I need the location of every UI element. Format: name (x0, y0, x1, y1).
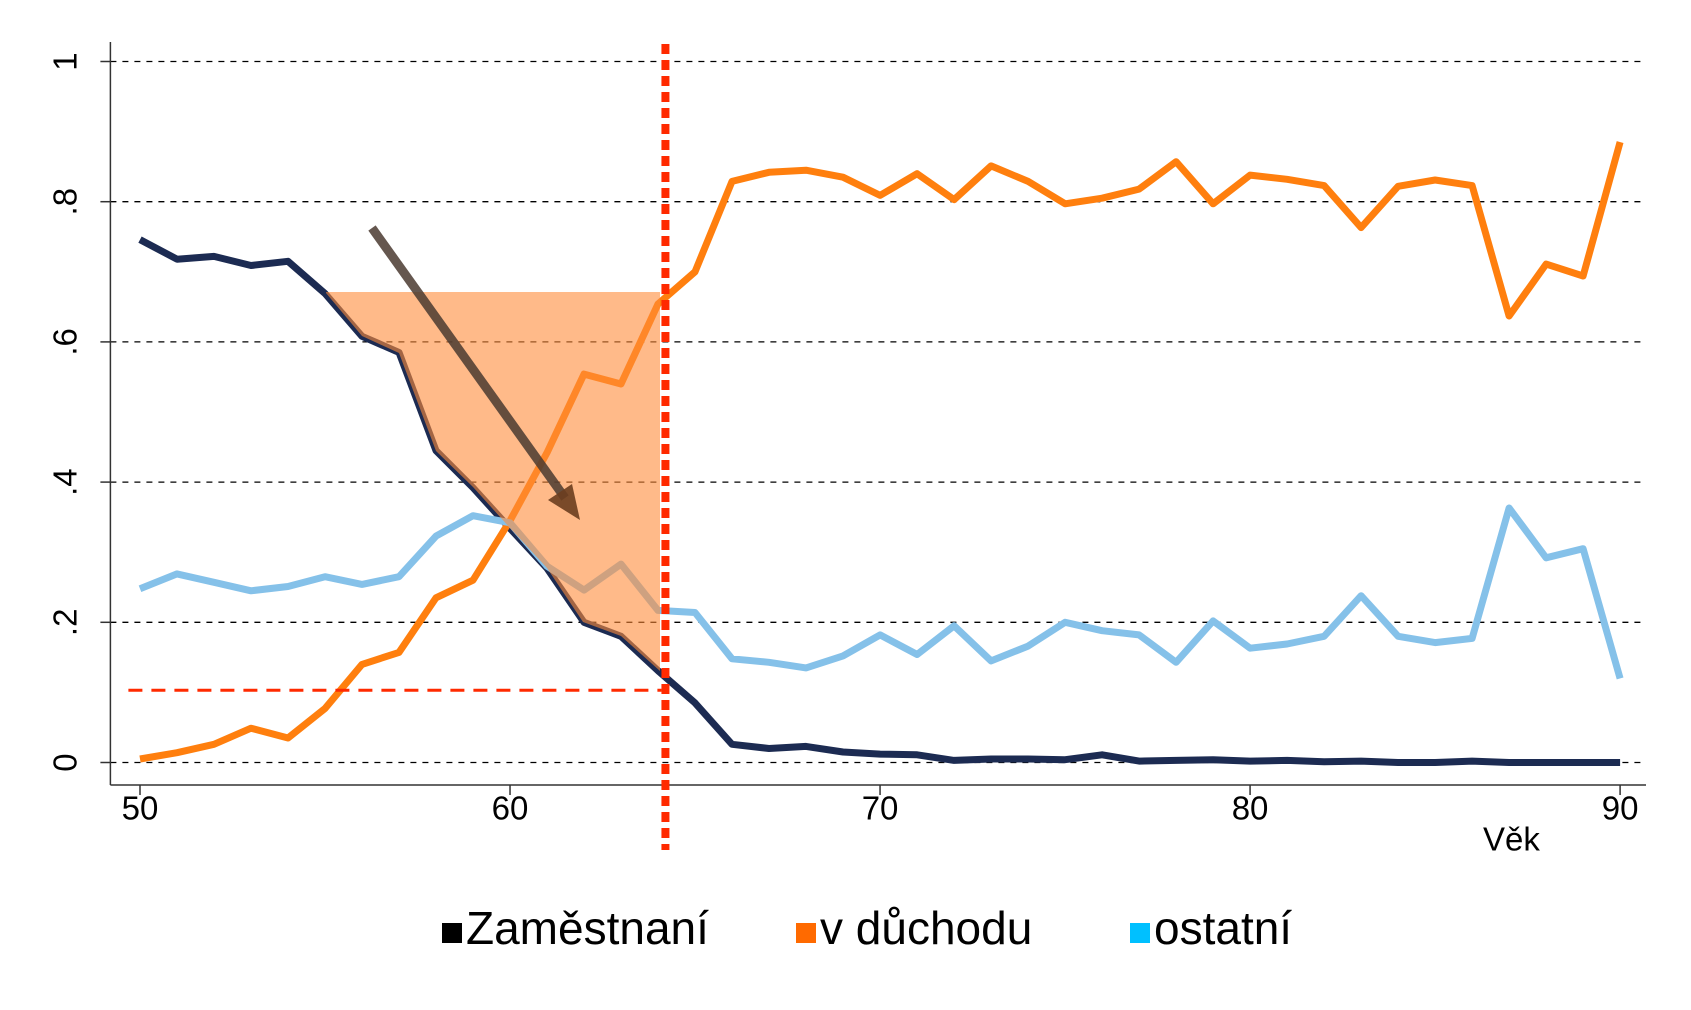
legend-label: v důchodu (820, 902, 1032, 954)
legend-swatch (1130, 923, 1150, 943)
y-tick-label: .2 (47, 609, 84, 637)
legend-label: Zaměstnaní (466, 902, 709, 954)
x-tick-label: 80 (1232, 790, 1269, 827)
x-tick-label: 60 (492, 790, 529, 827)
series-line (139, 141, 1624, 763)
arrow (368, 225, 580, 520)
x-axis-label: Věk (1483, 821, 1540, 858)
x-tick-label: 70 (862, 790, 899, 827)
y-tick-label: .8 (47, 188, 84, 216)
y-tick-label: .6 (47, 328, 84, 356)
shaded-area (326, 292, 660, 671)
lines (110, 60, 1646, 766)
arrow-head (548, 484, 580, 520)
x-tick-label: 90 (1602, 790, 1639, 827)
y-tick-label: 0 (47, 753, 84, 771)
arrow-shaft (368, 225, 569, 501)
legend-swatch (796, 923, 816, 943)
y-tick-label: .4 (47, 468, 84, 496)
series-line (138, 504, 1624, 680)
legend-swatch (442, 923, 462, 943)
legend-label: ostatní (1154, 902, 1292, 954)
y-tick-label: 1 (47, 52, 84, 70)
x-tick-label: 50 (122, 790, 159, 827)
